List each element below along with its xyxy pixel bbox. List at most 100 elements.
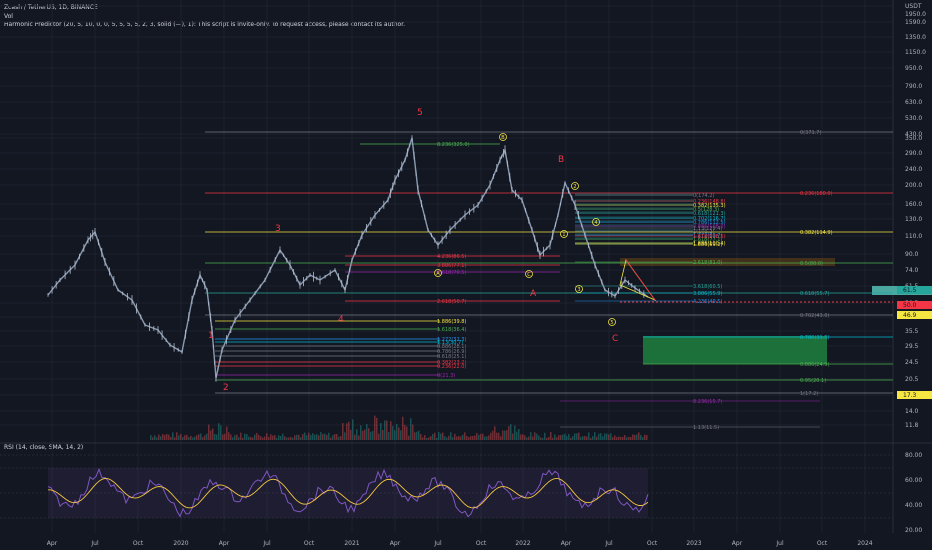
wave-label: 3 bbox=[275, 224, 281, 234]
volume-bar bbox=[234, 435, 236, 440]
price-tick-label: 20.5 bbox=[905, 376, 919, 383]
volume-bar bbox=[588, 432, 590, 440]
volume-bar bbox=[352, 419, 354, 440]
volume-bar bbox=[276, 437, 278, 440]
time-tick-label: Jul bbox=[433, 540, 442, 547]
volume-bar bbox=[510, 424, 512, 440]
price-badge bbox=[897, 311, 932, 319]
volume-bar bbox=[468, 437, 470, 440]
volume-bar bbox=[546, 437, 548, 440]
volume-bar bbox=[322, 434, 324, 440]
volume-bar bbox=[574, 433, 576, 440]
volume-bar bbox=[202, 437, 204, 440]
fib-label: 0.618(55.7) bbox=[800, 291, 829, 297]
fib-label: 0(21.3) bbox=[437, 373, 455, 379]
volume-bar bbox=[342, 422, 344, 440]
volume-bars bbox=[150, 415, 648, 440]
time-tick-label: Oct bbox=[133, 540, 144, 547]
volume-bar bbox=[450, 432, 452, 440]
volume-indicator-label[interactable]: Vol bbox=[4, 13, 13, 20]
volume-bar bbox=[364, 429, 366, 440]
fib-label: 3.618(60.5) bbox=[693, 284, 722, 290]
volume-bar bbox=[626, 437, 628, 440]
fib-label: 0.236(148.8) bbox=[693, 199, 726, 205]
fib-label: 0.5(80.0) bbox=[800, 261, 823, 267]
volume-bar bbox=[436, 437, 438, 440]
volume-bar bbox=[360, 425, 362, 440]
volume-bar bbox=[362, 430, 364, 440]
time-tick-label: 2020 bbox=[173, 540, 188, 547]
fib-label: 2.618(50.7) bbox=[437, 299, 466, 305]
volume-bar bbox=[264, 436, 266, 440]
wave-label: 2 bbox=[223, 383, 229, 393]
rsi-indicator-label[interactable]: RSI (14, close, SMA, 14, 2) bbox=[4, 444, 84, 451]
volume-bar bbox=[404, 424, 406, 440]
wave-circle-label: 5 bbox=[610, 320, 613, 326]
volume-bar bbox=[214, 434, 216, 440]
volume-bar bbox=[470, 436, 472, 440]
harmonic-indicator-label[interactable]: Harmonic Predictor (20, 5, 10, 0, 0, 5, … bbox=[4, 21, 406, 28]
volume-bar bbox=[380, 423, 382, 440]
rsi-tick-label: 40.00 bbox=[905, 502, 922, 509]
volume-bar bbox=[208, 424, 210, 440]
volume-bar bbox=[474, 435, 476, 440]
fib-label: 1(101.2) bbox=[693, 229, 714, 235]
volume-bar bbox=[554, 434, 556, 440]
fib-band bbox=[575, 211, 693, 214]
price-tick-label: 14.0 bbox=[905, 408, 919, 415]
price-tick-label: 24.5 bbox=[905, 359, 919, 366]
volume-bar bbox=[252, 437, 254, 440]
volume-bar bbox=[550, 432, 552, 440]
volume-bar bbox=[230, 434, 232, 440]
volume-bar bbox=[636, 434, 638, 440]
wave-label: B bbox=[558, 155, 564, 165]
fib-label: 0.702(116.7) bbox=[693, 216, 726, 222]
volume-bar bbox=[612, 437, 614, 440]
volume-bar bbox=[304, 432, 306, 440]
volume-bar bbox=[582, 436, 584, 440]
target-zones bbox=[620, 258, 932, 364]
volume-bar bbox=[622, 436, 624, 440]
wave-circle bbox=[592, 218, 600, 226]
volume-bar bbox=[376, 417, 378, 440]
time-tick-label: Oct bbox=[476, 540, 487, 547]
volume-bar bbox=[438, 432, 440, 440]
volume-bar bbox=[286, 437, 288, 440]
volume-bar bbox=[560, 435, 562, 440]
volume-bar bbox=[452, 437, 454, 440]
rsi-line bbox=[47, 467, 649, 518]
volume-bar bbox=[566, 436, 568, 440]
volume-bar bbox=[400, 430, 402, 440]
volume-bar bbox=[576, 433, 578, 440]
volume-bar bbox=[160, 436, 162, 440]
volume-bar bbox=[366, 424, 368, 440]
volume-bar bbox=[356, 429, 358, 440]
volume-bar bbox=[488, 435, 490, 440]
volume-bar bbox=[236, 434, 238, 440]
volume-bar bbox=[604, 433, 606, 440]
volume-bar bbox=[198, 434, 200, 440]
volume-bar bbox=[476, 433, 478, 440]
volume-bar bbox=[210, 430, 212, 440]
price-axis-currency: USDT bbox=[905, 3, 922, 10]
volume-bar bbox=[646, 435, 648, 440]
volume-bar bbox=[156, 437, 158, 440]
fib-label: 0.95(20.1) bbox=[800, 378, 826, 384]
volume-bar bbox=[504, 430, 506, 440]
volume-bar bbox=[640, 434, 642, 440]
volume-bar bbox=[372, 430, 374, 440]
fib-label: 1.13(30.7) bbox=[437, 340, 463, 346]
volume-bar bbox=[320, 432, 322, 440]
volume-bar bbox=[564, 433, 566, 440]
symbol-title[interactable]: Zcash / TetherUS, 1D, BINANCE bbox=[4, 4, 98, 11]
volume-bar bbox=[370, 431, 372, 440]
volume-bar bbox=[596, 436, 598, 440]
volume-bar bbox=[312, 433, 314, 440]
volume-bar bbox=[368, 428, 370, 440]
grid-lines bbox=[0, 0, 932, 533]
price-tick-label: 950.0 bbox=[905, 65, 922, 72]
price-tick-label: 1150.0 bbox=[905, 49, 926, 56]
volume-bar bbox=[578, 432, 580, 440]
volume-bar bbox=[382, 429, 384, 440]
